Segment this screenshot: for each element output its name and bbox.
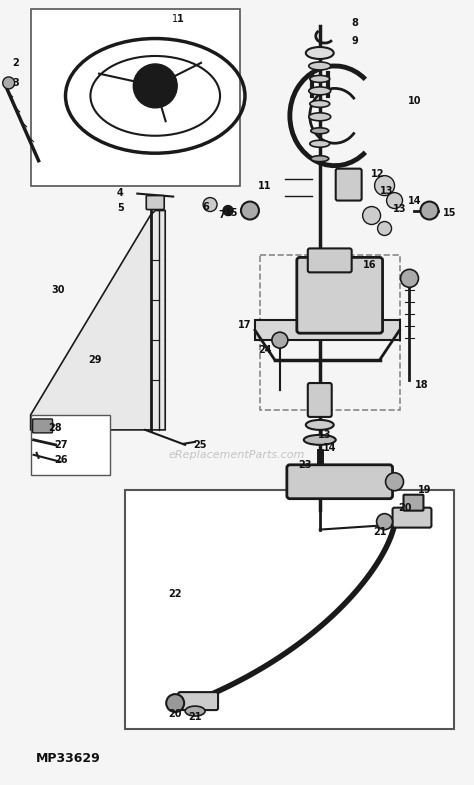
Ellipse shape bbox=[309, 87, 331, 95]
Text: MP33629: MP33629 bbox=[36, 753, 100, 765]
Text: 2: 2 bbox=[12, 58, 19, 68]
Ellipse shape bbox=[310, 141, 330, 148]
Circle shape bbox=[203, 198, 217, 211]
Text: 21: 21 bbox=[373, 527, 386, 537]
Circle shape bbox=[166, 694, 184, 712]
Text: 9: 9 bbox=[351, 36, 358, 46]
Text: 13: 13 bbox=[380, 185, 393, 195]
FancyBboxPatch shape bbox=[308, 383, 332, 417]
Text: 24: 24 bbox=[258, 345, 272, 355]
Text: 26: 26 bbox=[54, 455, 67, 465]
Ellipse shape bbox=[306, 420, 334, 430]
Text: eReplacementParts.com: eReplacementParts.com bbox=[169, 450, 305, 460]
FancyBboxPatch shape bbox=[336, 169, 362, 200]
Circle shape bbox=[241, 202, 259, 220]
Ellipse shape bbox=[311, 155, 329, 162]
Ellipse shape bbox=[311, 128, 329, 133]
FancyBboxPatch shape bbox=[403, 495, 423, 511]
FancyBboxPatch shape bbox=[392, 508, 431, 528]
Ellipse shape bbox=[310, 75, 330, 82]
Circle shape bbox=[420, 202, 438, 220]
Text: 3: 3 bbox=[12, 78, 19, 88]
Text: 8: 8 bbox=[351, 18, 358, 28]
Circle shape bbox=[376, 513, 392, 530]
FancyBboxPatch shape bbox=[308, 248, 352, 272]
Circle shape bbox=[272, 332, 288, 348]
FancyBboxPatch shape bbox=[31, 9, 240, 185]
Text: 10: 10 bbox=[408, 96, 421, 106]
Text: 30: 30 bbox=[52, 285, 65, 295]
Text: 19: 19 bbox=[418, 484, 431, 495]
Circle shape bbox=[385, 473, 403, 491]
Circle shape bbox=[3, 77, 15, 89]
FancyBboxPatch shape bbox=[125, 490, 455, 729]
FancyBboxPatch shape bbox=[287, 465, 392, 498]
FancyBboxPatch shape bbox=[146, 195, 164, 210]
FancyBboxPatch shape bbox=[33, 419, 53, 433]
Circle shape bbox=[223, 206, 233, 216]
Text: 25: 25 bbox=[193, 440, 207, 450]
Text: 15: 15 bbox=[225, 207, 239, 217]
Text: 20: 20 bbox=[168, 709, 182, 719]
Text: 5: 5 bbox=[117, 203, 124, 213]
Ellipse shape bbox=[310, 100, 330, 108]
Text: 7: 7 bbox=[219, 210, 226, 220]
Text: 14: 14 bbox=[408, 195, 421, 206]
Text: 28: 28 bbox=[49, 423, 63, 433]
Text: 11: 11 bbox=[258, 181, 272, 191]
Circle shape bbox=[387, 192, 402, 209]
Text: 17: 17 bbox=[238, 320, 252, 330]
Text: 15: 15 bbox=[443, 207, 456, 217]
FancyBboxPatch shape bbox=[31, 415, 110, 475]
Circle shape bbox=[401, 269, 419, 287]
Text: 14: 14 bbox=[323, 443, 337, 453]
FancyBboxPatch shape bbox=[255, 320, 400, 340]
Text: 20: 20 bbox=[398, 502, 411, 513]
Text: 22: 22 bbox=[168, 590, 182, 600]
Text: 13: 13 bbox=[318, 430, 331, 440]
Text: 6: 6 bbox=[203, 202, 210, 211]
Circle shape bbox=[363, 206, 381, 225]
Text: 1: 1 bbox=[172, 14, 178, 24]
Circle shape bbox=[133, 64, 177, 108]
Text: 1: 1 bbox=[177, 14, 183, 24]
Polygon shape bbox=[31, 210, 165, 430]
Ellipse shape bbox=[309, 62, 331, 70]
Text: 4: 4 bbox=[117, 188, 124, 198]
Ellipse shape bbox=[306, 47, 334, 59]
Text: 12: 12 bbox=[371, 169, 384, 179]
FancyBboxPatch shape bbox=[178, 692, 218, 710]
FancyBboxPatch shape bbox=[297, 257, 383, 333]
Text: 18: 18 bbox=[415, 380, 428, 390]
Text: 23: 23 bbox=[298, 460, 311, 469]
Circle shape bbox=[378, 221, 392, 236]
Text: 21: 21 bbox=[188, 712, 202, 722]
Circle shape bbox=[374, 176, 394, 195]
Ellipse shape bbox=[304, 435, 336, 445]
Ellipse shape bbox=[185, 706, 205, 716]
Text: 27: 27 bbox=[54, 440, 67, 450]
Text: 16: 16 bbox=[363, 261, 376, 270]
Text: 29: 29 bbox=[89, 355, 102, 365]
Ellipse shape bbox=[309, 113, 331, 121]
Text: 13: 13 bbox=[393, 203, 406, 214]
